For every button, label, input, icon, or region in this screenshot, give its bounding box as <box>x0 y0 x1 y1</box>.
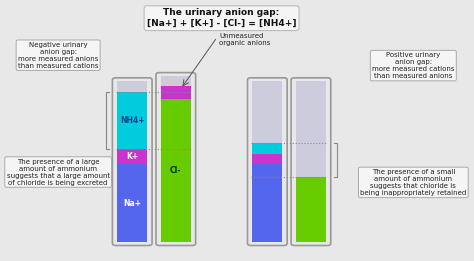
Text: Na+: Na+ <box>123 199 141 208</box>
Text: The presence of a small
amount of ammonium
suggests that chloride is
being inapp: The presence of a small amount of ammoni… <box>360 169 466 196</box>
Text: NH4+: NH4+ <box>120 116 145 124</box>
Text: Negative urinary
anion gap:
more measured anions
than measured cations: Negative urinary anion gap: more measure… <box>18 42 99 69</box>
Text: Positive urinary
anion gap:
more measured cations
than measured anions: Positive urinary anion gap: more measure… <box>372 52 455 79</box>
Bar <box>161 99 191 242</box>
Bar <box>252 154 283 164</box>
Bar <box>117 81 147 92</box>
Bar <box>117 164 147 242</box>
Text: K+: K+ <box>126 152 138 161</box>
Bar <box>161 76 191 86</box>
Bar <box>117 149 147 164</box>
Text: The urinary anion gap:
[Na+] + [K+] - [Cl-] = [NH4+]: The urinary anion gap: [Na+] + [K+] - [C… <box>147 9 296 28</box>
Bar <box>296 81 326 177</box>
Bar <box>252 144 283 154</box>
Text: Unmeasured
organic anions: Unmeasured organic anions <box>219 33 271 46</box>
Bar <box>296 177 326 242</box>
Bar <box>117 92 147 149</box>
Bar <box>252 164 283 242</box>
Bar <box>252 81 283 144</box>
Bar <box>161 86 191 99</box>
Text: The presence of a large
amount of ammonium
suggests that a large amount
of chlor: The presence of a large amount of ammoni… <box>7 158 110 186</box>
Text: Cl-: Cl- <box>170 166 182 175</box>
